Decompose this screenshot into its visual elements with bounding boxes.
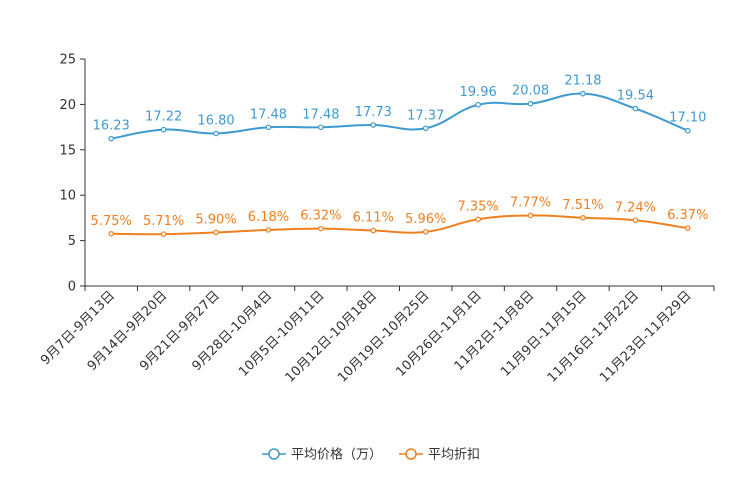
- data-point[interactable]: [475, 101, 481, 108]
- data-label: 17.10: [669, 111, 706, 126]
- series-line: [111, 214, 688, 236]
- legend-label: 平均价格（万）: [291, 447, 382, 463]
- data-point[interactable]: [213, 229, 219, 236]
- data-point[interactable]: [160, 231, 167, 237]
- data-label: 19.96: [460, 85, 497, 100]
- data-label: 6.37%: [667, 208, 708, 223]
- data-point[interactable]: [108, 230, 115, 237]
- data-point[interactable]: [265, 227, 272, 233]
- data-label: 5.96%: [405, 212, 446, 227]
- data-point[interactable]: [475, 216, 481, 223]
- data-label: 17.22: [145, 110, 182, 125]
- data-point[interactable]: [684, 127, 691, 134]
- data-label: 21.18: [564, 74, 601, 89]
- data-label: 5.75%: [91, 214, 132, 229]
- data-label: 19.54: [617, 89, 654, 104]
- data-point[interactable]: [318, 124, 324, 131]
- series-2: 5.75% 5.71% 5.90% 6.18% 6.32% 6.11% 5.96% 7.35%…: [91, 195, 708, 237]
- data-point[interactable]: [527, 100, 534, 107]
- legend[interactable]: 平均价格（万） 平均折扣: [262, 447, 480, 463]
- legend-item-1[interactable]: 平均价格（万）: [262, 447, 382, 463]
- data-label: 17.37: [407, 108, 444, 123]
- legend-marker: [405, 448, 417, 460]
- data-point[interactable]: [580, 215, 586, 221]
- data-point[interactable]: [422, 125, 429, 132]
- data-label: 17.73: [355, 105, 392, 120]
- data-point[interactable]: [265, 124, 272, 131]
- y-tick-label: 20: [59, 98, 76, 113]
- data-label: 16.80: [197, 113, 234, 128]
- data-label: 17.48: [302, 107, 339, 122]
- x-tick-label: 11月16日-11月22日: [545, 288, 642, 385]
- y-tick-label: 0: [68, 280, 76, 295]
- y-tick-label: 10: [59, 189, 76, 204]
- legend-item-2[interactable]: 平均折扣: [399, 448, 480, 463]
- data-point[interactable]: [684, 225, 691, 231]
- y-tick-label: 15: [59, 143, 76, 158]
- data-point[interactable]: [632, 105, 639, 112]
- data-label: 17.48: [250, 107, 287, 122]
- data-point[interactable]: [632, 217, 639, 224]
- data-point[interactable]: [160, 126, 167, 133]
- data-point[interactable]: [370, 122, 377, 128]
- data-point[interactable]: [527, 212, 534, 219]
- data-label: 6.18%: [248, 210, 289, 225]
- data-point[interactable]: [370, 227, 377, 234]
- series-1: 16.23 17.22 16.80 17.48 17.48 17.73 17.37 19.96…: [93, 74, 706, 142]
- x-tick-label: 10月19日-10月25日: [335, 288, 432, 385]
- x-tick-label: 10月12日-10月18日: [283, 288, 380, 385]
- legend-marker: [268, 448, 280, 460]
- data-point[interactable]: [580, 90, 586, 97]
- data-label: 7.77%: [510, 195, 551, 210]
- legend-label: 平均折扣: [428, 448, 480, 463]
- series-line: [111, 92, 689, 140]
- data-point[interactable]: [108, 135, 115, 142]
- y-tick-label: 25: [59, 53, 76, 68]
- data-point[interactable]: [213, 130, 219, 137]
- data-label: 7.51%: [562, 198, 603, 213]
- data-label: 7.24%: [615, 200, 656, 215]
- data-label: 5.90%: [195, 212, 236, 227]
- data-label: 16.23: [93, 119, 130, 134]
- data-label: 20.08: [512, 84, 549, 99]
- data-label: 5.71%: [143, 214, 184, 229]
- data-label: 6.32%: [300, 209, 341, 224]
- x-tick-label: 11月23日-11月29日: [597, 288, 694, 385]
- y-tick-label: 5: [68, 234, 76, 249]
- data-point[interactable]: [422, 229, 429, 235]
- data-point[interactable]: [318, 225, 324, 232]
- data-label: 7.35%: [457, 199, 498, 214]
- series-layer: 16.23 17.22 16.80 17.48 17.48 17.73 17.37 19.96…: [91, 74, 708, 237]
- data-label: 6.11%: [353, 211, 394, 226]
